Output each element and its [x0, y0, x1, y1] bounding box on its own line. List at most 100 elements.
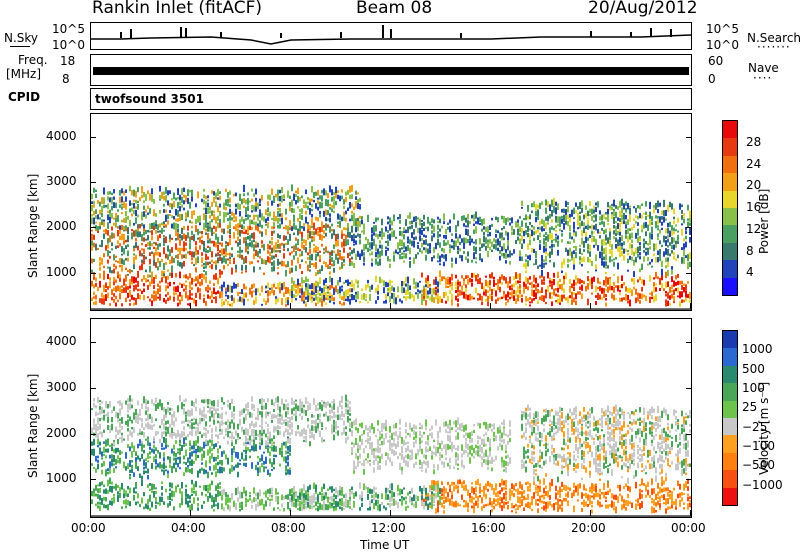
- x-tick-label: 00:00: [71, 521, 106, 535]
- x-tick-mark: [590, 510, 591, 516]
- colorbar-swatch: [723, 121, 737, 139]
- x-tick-mark: [390, 303, 391, 309]
- x-tick-mark: [490, 510, 491, 516]
- freq-label: Freq.: [18, 53, 48, 67]
- colorbar-swatch: [723, 331, 737, 349]
- velocity-colorbar-label: Velocity [m s⁻¹]: [757, 381, 771, 475]
- x-tick-mark: [590, 303, 591, 309]
- nsky-line-sample: [10, 46, 30, 47]
- x-tick-mark: [290, 510, 291, 516]
- station-title: Rankin Inlet (fitACF): [92, 0, 263, 18]
- colorbar-tick-label: −1000: [742, 477, 783, 492]
- nsky-bot-tick: 10^0: [52, 38, 85, 52]
- colorbar-swatch: [723, 470, 737, 489]
- x-tick-mark: [190, 303, 191, 309]
- nsky-label: N.Sky: [4, 31, 39, 45]
- colorbar-swatch: [723, 138, 737, 157]
- y-tick-mark: [90, 341, 96, 343]
- y-tick-mark: [686, 182, 692, 184]
- colorbar-swatch: [723, 277, 737, 296]
- colorbar-swatch: [723, 400, 737, 419]
- colorbar-swatch: [723, 208, 737, 226]
- velocity-colorbar: [722, 330, 738, 506]
- colorbar-tick-label: 12: [746, 221, 762, 236]
- x-tick-label: 08:00: [271, 521, 306, 535]
- colorbar-tick-label: 500: [742, 361, 765, 376]
- colorbar-tick-label: 8: [746, 243, 754, 258]
- colorbar-tick-label: 100: [742, 381, 765, 395]
- colorbar-tick-label: 25: [742, 400, 758, 415]
- colorbar-swatch: [723, 173, 737, 192]
- cpid-label: CPID: [8, 90, 41, 104]
- y-tick-mark: [686, 341, 692, 343]
- x-tick-label: 12:00: [371, 521, 406, 535]
- nsky-right-top-tick: 10^5: [706, 22, 739, 36]
- x-tick-label: 00:00: [671, 521, 706, 535]
- colorbar-swatch: [723, 225, 737, 244]
- x-tick-mark: [690, 303, 691, 309]
- colorbar-swatch: [723, 452, 737, 471]
- cpid-value: twofsound 3501: [95, 92, 204, 106]
- y-tick-label: 4000: [46, 128, 77, 143]
- x-tick-mark: [290, 303, 291, 309]
- velocity-ylabel: Slant Range [km]: [26, 373, 40, 478]
- colorbar-swatch: [723, 487, 737, 506]
- nsearch-label: N.Search: [747, 31, 800, 45]
- y-tick-label: 2000: [46, 425, 77, 440]
- power-colorbar: [722, 120, 738, 296]
- y-tick-label: 3000: [46, 379, 77, 394]
- y-tick-label: 3000: [46, 174, 77, 189]
- nave-line-sample: ····: [753, 71, 773, 85]
- freq-top-tick: 18: [60, 54, 76, 68]
- colorbar-tick-label: 4: [746, 265, 754, 280]
- x-tick-label: 04:00: [171, 521, 206, 535]
- y-tick-mark: [90, 433, 96, 435]
- nsky-panel: [90, 22, 692, 50]
- y-tick-mark: [686, 433, 692, 435]
- y-tick-mark: [90, 136, 96, 138]
- colorbar-tick-label: −500: [742, 458, 775, 473]
- colorbar-swatch: [723, 260, 737, 279]
- colorbar-tick-label: −25: [742, 419, 768, 434]
- power-heatmap: [91, 184, 691, 310]
- power-ylabel: Slant Range [km]: [26, 173, 40, 278]
- x-tick-mark: [490, 303, 491, 309]
- y-tick-mark: [90, 479, 96, 481]
- colorbar-swatch: [723, 418, 737, 436]
- colorbar-swatch: [723, 242, 737, 261]
- nave-label: Nave: [748, 61, 779, 75]
- y-tick-mark: [686, 136, 692, 138]
- x-axis-label: Time UT: [360, 538, 410, 552]
- y-tick-label: 1000: [46, 264, 77, 279]
- y-tick-mark: [686, 387, 692, 389]
- nsky-trace: [91, 25, 691, 45]
- x-tick-mark: [90, 510, 91, 516]
- x-tick-mark: [90, 303, 91, 309]
- cpid-panel: twofsound 3501: [90, 88, 692, 110]
- y-tick-label: 2000: [46, 219, 77, 234]
- x-tick-mark: [690, 510, 691, 516]
- colorbar-tick-label: −100: [742, 439, 775, 453]
- date-label: 20/Aug/2012: [588, 0, 698, 18]
- colorbar-tick-label: 24: [746, 156, 762, 171]
- y-tick-label: 4000: [46, 333, 77, 348]
- velocity-heatmap: [91, 394, 691, 517]
- nave-top-tick: 60: [708, 54, 724, 68]
- power-colorbar-label: Power [dB]: [757, 188, 771, 254]
- colorbar-tick-label: 16: [746, 200, 762, 214]
- y-tick-mark: [90, 227, 96, 229]
- nsky-right-bot-tick: 10^0: [706, 38, 739, 52]
- colorbar-swatch: [723, 383, 737, 402]
- nsky-top-tick: 10^5: [52, 22, 85, 36]
- power-panel: [90, 113, 692, 311]
- y-tick-mark: [90, 387, 96, 389]
- colorbar-swatch: [723, 365, 737, 384]
- colorbar-swatch: [723, 348, 737, 367]
- beam-label: Beam 08: [356, 0, 433, 18]
- colorbar-swatch: [723, 435, 737, 454]
- freq-unit: [MHz]: [6, 67, 42, 81]
- x-tick-label: 20:00: [571, 521, 606, 535]
- colorbar-tick-label: 28: [746, 134, 762, 149]
- y-tick-mark: [90, 182, 96, 184]
- x-tick-label: 16:00: [471, 521, 506, 535]
